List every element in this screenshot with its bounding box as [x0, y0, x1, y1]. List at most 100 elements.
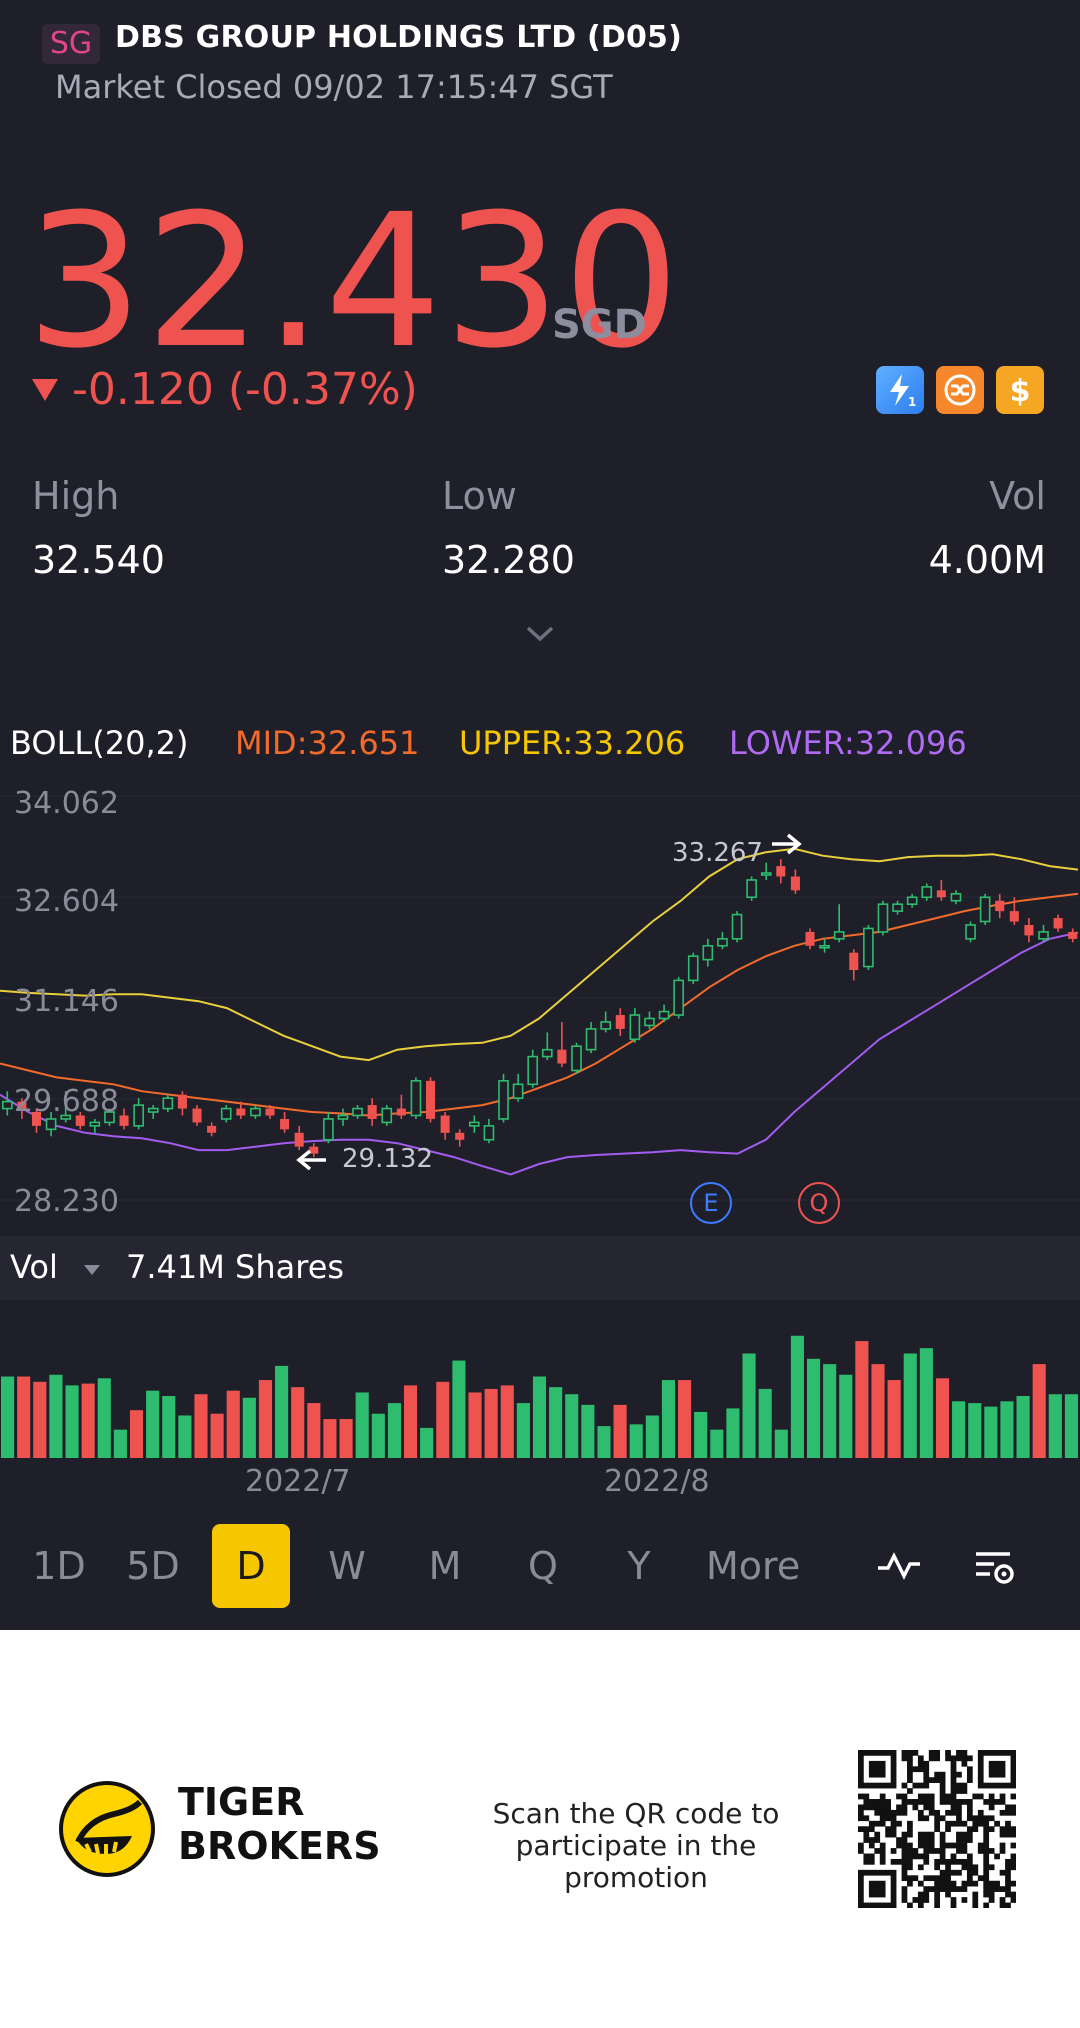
qr-module — [868, 1750, 875, 1756]
quarterly-marker[interactable]: Q — [798, 1182, 840, 1224]
qr-module — [983, 1831, 990, 1838]
qr-module — [988, 1750, 995, 1756]
candle — [89, 1118, 101, 1133]
qr-module — [956, 1750, 962, 1756]
candle — [979, 893, 991, 925]
boll-name: BOLL(20,2) — [10, 724, 189, 762]
qr-module — [928, 1804, 935, 1811]
qr-module — [1010, 1809, 1016, 1816]
volume-bar — [823, 1364, 837, 1458]
qr-module — [923, 1766, 930, 1773]
qr-module — [890, 1826, 897, 1833]
tab-w[interactable]: W — [328, 1544, 366, 1588]
tab-m[interactable]: M — [428, 1544, 462, 1588]
qr-module — [868, 1799, 875, 1805]
qr-module — [994, 1820, 1000, 1827]
qr-module — [896, 1858, 902, 1865]
promo-line-2: participate in the promotion — [515, 1829, 757, 1894]
qr-module — [966, 1799, 973, 1805]
qr-module — [907, 1755, 913, 1762]
qr-module — [885, 1902, 891, 1908]
chart-settings-icon[interactable] — [972, 1546, 1018, 1592]
tab-1d[interactable]: 1D — [32, 1544, 86, 1588]
candle — [426, 1077, 436, 1123]
qr-module — [901, 1782, 908, 1789]
volume-bar — [855, 1341, 869, 1458]
volume-bar — [532, 1376, 547, 1458]
tab-d[interactable]: D — [212, 1524, 290, 1608]
qr-module — [983, 1864, 990, 1871]
high-value: 32.540 — [32, 538, 165, 582]
qr-module — [901, 1897, 908, 1903]
qr-module — [879, 1880, 886, 1887]
qr-module — [890, 1760, 897, 1767]
qr-module — [934, 1880, 941, 1887]
qr-module — [874, 1869, 881, 1876]
qr-module — [988, 1799, 995, 1805]
qr-module — [868, 1880, 875, 1887]
qr-module — [966, 1858, 973, 1865]
volume-bar — [774, 1429, 788, 1458]
qr-module — [879, 1782, 886, 1789]
volume-bar — [113, 1429, 127, 1458]
qr-code[interactable] — [858, 1750, 1016, 1908]
y-tick-label: 31.146 — [14, 984, 119, 1019]
qr-module — [923, 1777, 930, 1783]
qr-module — [950, 1804, 957, 1811]
qr-module — [890, 1782, 897, 1789]
volume-bar — [661, 1380, 676, 1458]
dollar-icon[interactable]: $ — [996, 366, 1044, 414]
qr-module — [879, 1766, 886, 1773]
volume-bar — [597, 1426, 611, 1458]
qr-module — [961, 1864, 968, 1871]
candle — [702, 938, 714, 967]
brand-name: TIGER BROKERS — [178, 1780, 381, 1868]
qr-module — [945, 1799, 951, 1805]
volume-bar — [1016, 1396, 1030, 1458]
qr-module — [983, 1815, 990, 1822]
boll-indicator-row[interactable]: BOLL(20,2) MID:32.651 UPPER:33.206 LOWER… — [10, 724, 967, 762]
candle — [819, 938, 830, 953]
price-chart[interactable] — [0, 778, 1080, 1238]
qr-module — [885, 1804, 891, 1811]
qr-module — [972, 1826, 979, 1833]
qr-module — [939, 1880, 946, 1887]
qr-module — [917, 1842, 924, 1849]
qr-module — [950, 1755, 957, 1762]
lightning-one-icon[interactable]: 1 — [876, 366, 924, 414]
candle — [950, 890, 962, 905]
qr-module — [901, 1858, 908, 1865]
chevron-down-icon[interactable] — [524, 624, 556, 648]
qr-module — [961, 1848, 968, 1854]
dropdown-caret-icon[interactable] — [82, 1262, 102, 1281]
shuffle-icon[interactable] — [936, 366, 984, 414]
tab-q[interactable]: Q — [528, 1544, 558, 1588]
qr-module — [890, 1809, 897, 1816]
qr-module — [988, 1886, 995, 1892]
promo-line-1: Scan the QR code to — [492, 1797, 780, 1830]
qr-module — [966, 1809, 973, 1816]
qr-module — [896, 1820, 902, 1827]
indicator-icon[interactable] — [876, 1546, 922, 1590]
qr-module — [966, 1837, 973, 1843]
tab-y[interactable]: Y — [627, 1544, 651, 1588]
tab-5d[interactable]: 5D — [126, 1544, 180, 1588]
qr-module — [868, 1853, 875, 1860]
qr-module — [917, 1831, 924, 1838]
candle — [995, 893, 1005, 919]
candle — [921, 883, 933, 901]
earnings-marker[interactable]: E — [690, 1182, 732, 1224]
qr-module — [901, 1869, 908, 1876]
qr-module — [950, 1858, 957, 1865]
qr-module — [999, 1869, 1006, 1876]
tab-more[interactable]: More — [706, 1524, 826, 1658]
x-tick-label: 2022/7 — [245, 1464, 351, 1499]
volume-bar — [1048, 1394, 1062, 1458]
qr-module — [901, 1891, 908, 1898]
volume-bar — [49, 1374, 63, 1458]
qr-module — [890, 1820, 897, 1827]
qr-module — [994, 1760, 1000, 1767]
qr-module — [858, 1760, 864, 1767]
qr-module — [972, 1880, 979, 1887]
qr-module — [928, 1842, 935, 1849]
